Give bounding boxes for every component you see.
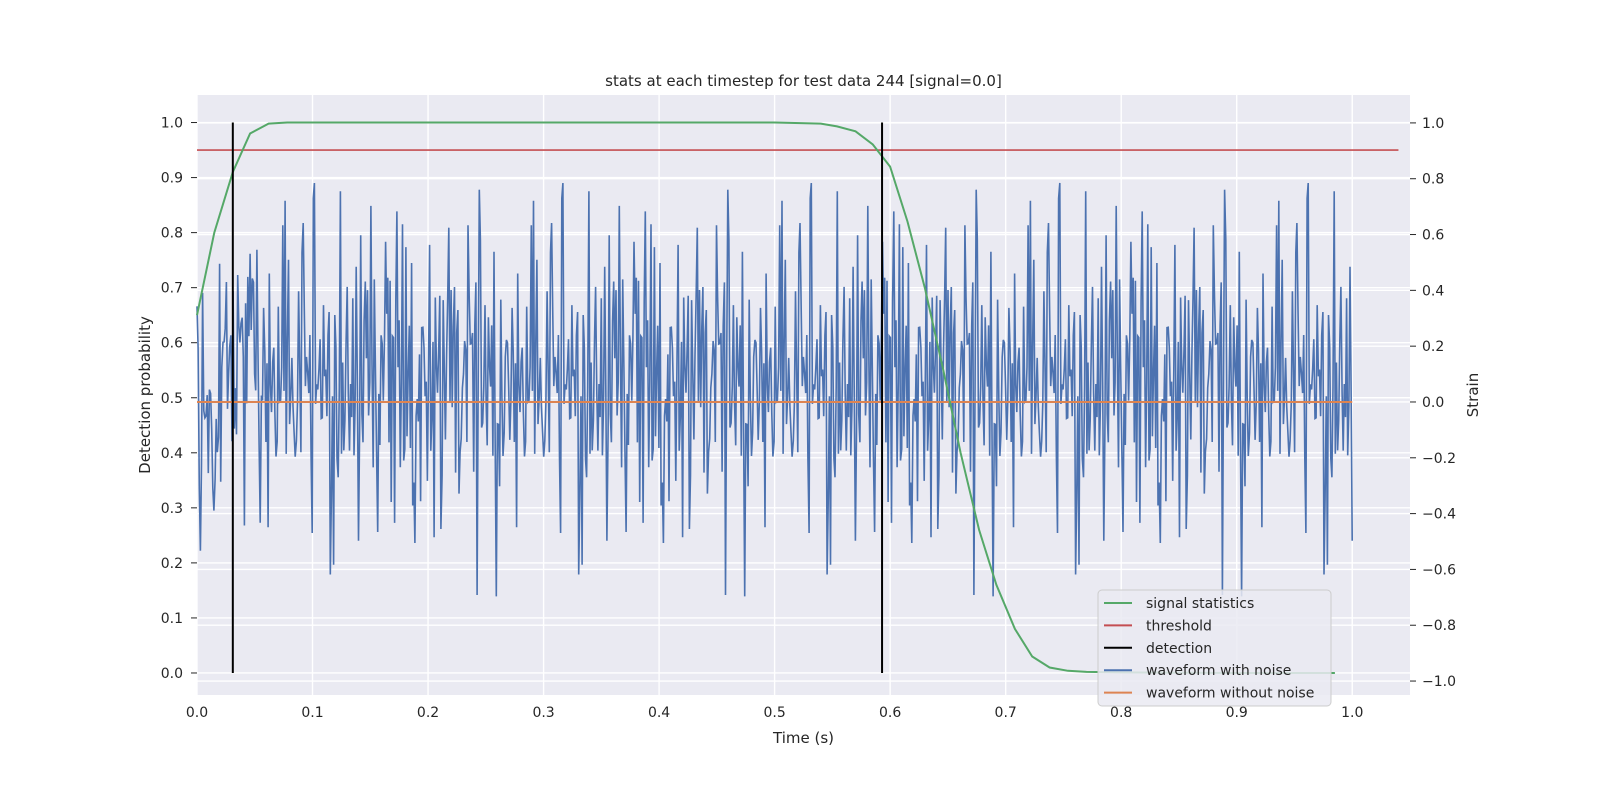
legend-label: detection xyxy=(1146,641,1212,657)
y-tick-label-left: 0.2 xyxy=(161,556,183,572)
y-tick-label-right: 0.6 xyxy=(1422,228,1444,244)
x-tick-label: 0.5 xyxy=(763,705,785,721)
x-tick-label: 1.0 xyxy=(1341,705,1363,721)
x-axis-label: Time (s) xyxy=(772,729,834,747)
x-tick-label: 0.9 xyxy=(1226,705,1248,721)
y-tick-label-left: 0.3 xyxy=(161,501,183,517)
y-axis-label-right: Strain xyxy=(1464,373,1482,417)
x-tick-label: 0.2 xyxy=(417,705,439,721)
y-tick-label-right: −0.6 xyxy=(1422,562,1456,578)
legend-label: waveform without noise xyxy=(1146,686,1314,702)
y-tick-label-left: 0.4 xyxy=(161,446,183,462)
x-tick-label: 0.8 xyxy=(1110,705,1132,721)
y-tick-label-left: 0.8 xyxy=(161,226,183,242)
y-tick-label-right: 0.2 xyxy=(1422,339,1444,355)
y-tick-label-left: 0.6 xyxy=(161,336,183,352)
y-tick-label-left: 1.0 xyxy=(161,116,183,132)
x-tick-label: 0.4 xyxy=(648,705,670,721)
series-layer xyxy=(196,121,1399,674)
y-tick-label-left: 0.7 xyxy=(161,281,183,297)
y-tick-label-left: 0.9 xyxy=(161,171,183,187)
y-tick-label-right: −1.0 xyxy=(1422,674,1456,690)
legend-box xyxy=(1097,589,1332,707)
x-tick-label: 0.1 xyxy=(301,705,323,721)
y-axis-label-left: Detection probability xyxy=(136,316,154,474)
y-tick-label-right: 0.4 xyxy=(1422,283,1444,299)
y-tick-label-left: 0.1 xyxy=(161,611,183,627)
x-tick-label: 0.3 xyxy=(532,705,554,721)
y-tick-label-left: 0.5 xyxy=(161,391,183,407)
y-tick-label-right: −0.4 xyxy=(1422,507,1456,523)
legend-label: signal statistics xyxy=(1146,596,1254,612)
legend-label: waveform with noise xyxy=(1146,663,1291,679)
y-tick-label-right: −0.8 xyxy=(1422,618,1456,634)
y-tick-label-right: 1.0 xyxy=(1422,116,1444,132)
legend-label: threshold xyxy=(1146,618,1212,634)
chart-title: stats at each timestep for test data 244… xyxy=(605,72,1002,90)
y-tick-label-left: 0.0 xyxy=(161,666,183,682)
y-tick-label-right: 0.0 xyxy=(1422,395,1444,411)
axes: 0.0 0.1 0.2 0.3 0.4 0.5 0.6 0.7 0.8 0.9 1.0 0.0 0.1 0… xyxy=(161,116,1456,721)
x-tick-label: 0.6 xyxy=(879,705,901,721)
y-tick-label-right: 0.8 xyxy=(1422,172,1444,188)
y-tick-label-right: −0.2 xyxy=(1422,451,1456,467)
x-tick-label: 0.0 xyxy=(186,705,208,721)
waveform-with-noise-line xyxy=(196,182,1353,597)
legend: signal statistics threshold detection wavef… xyxy=(1097,589,1332,707)
x-tick-label: 0.7 xyxy=(995,705,1017,721)
